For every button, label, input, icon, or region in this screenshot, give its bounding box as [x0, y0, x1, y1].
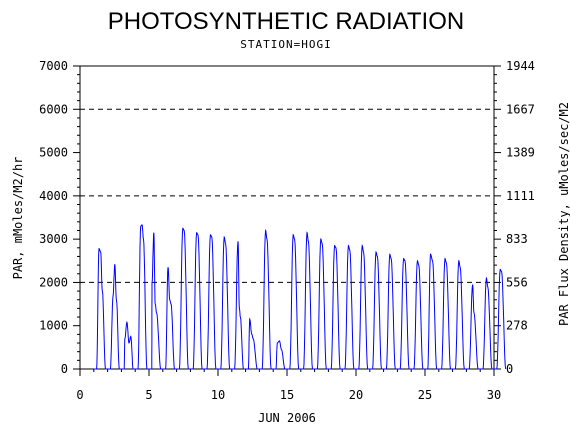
y-tick-label-right: 1111: [506, 189, 535, 203]
par-series-line: [93, 224, 507, 370]
y-axis-label-right: PAR Flux Density, uMoles/sec/M2: [557, 102, 570, 326]
y-tick-label-right: 0: [506, 362, 513, 376]
y-tick-label-left: 1000: [39, 319, 68, 333]
chart-title: PHOTOSYNTHETIC RADIATION: [108, 8, 464, 35]
x-tick-label: 15: [280, 388, 294, 402]
y-tick-label-right: 278: [506, 319, 528, 333]
y-axis-right: 0 278 556 833 1111 1389 1667 1944: [494, 59, 535, 376]
y-tick-label-right: 556: [506, 275, 528, 289]
gridlines: [80, 108, 494, 283]
y-tick-label-right: 1667: [506, 102, 535, 116]
y-tick-label-left: 6000: [39, 102, 68, 116]
x-tick-label: 25: [418, 388, 432, 402]
y-tick-label-left: 5000: [39, 146, 68, 160]
y-tick-label-left: 4000: [39, 189, 68, 203]
chart-subtitle: STATION=HOGI: [240, 38, 331, 51]
plot-frame: [79, 65, 495, 370]
x-tick-label: 30: [487, 388, 501, 402]
y-tick-label-left: 0: [61, 362, 68, 376]
x-axis-label: JUN 2006: [258, 411, 316, 425]
y-tick-label-right: 1389: [506, 146, 535, 160]
y-tick-label-left: 2000: [39, 275, 68, 289]
y-tick-label-right: 1944: [506, 59, 535, 73]
x-tick-label: 20: [349, 388, 363, 402]
series-group: [93, 224, 507, 370]
x-tick-label: 0: [76, 388, 83, 402]
x-axis: 0 5 10 15 20 25 30: [76, 369, 501, 402]
y-tick-label-left: 7000: [39, 59, 68, 73]
y-axis-label-left: PAR, mMoles/M2/hr: [11, 157, 25, 280]
y-tick-label-left: 3000: [39, 232, 68, 246]
y-tick-label-right: 833: [506, 232, 528, 246]
y-axis-left: 0 1000 2000 3000 4000 5000 6000 7000: [39, 59, 80, 376]
x-tick-label: 5: [145, 388, 152, 402]
x-tick-label: 10: [211, 388, 225, 402]
